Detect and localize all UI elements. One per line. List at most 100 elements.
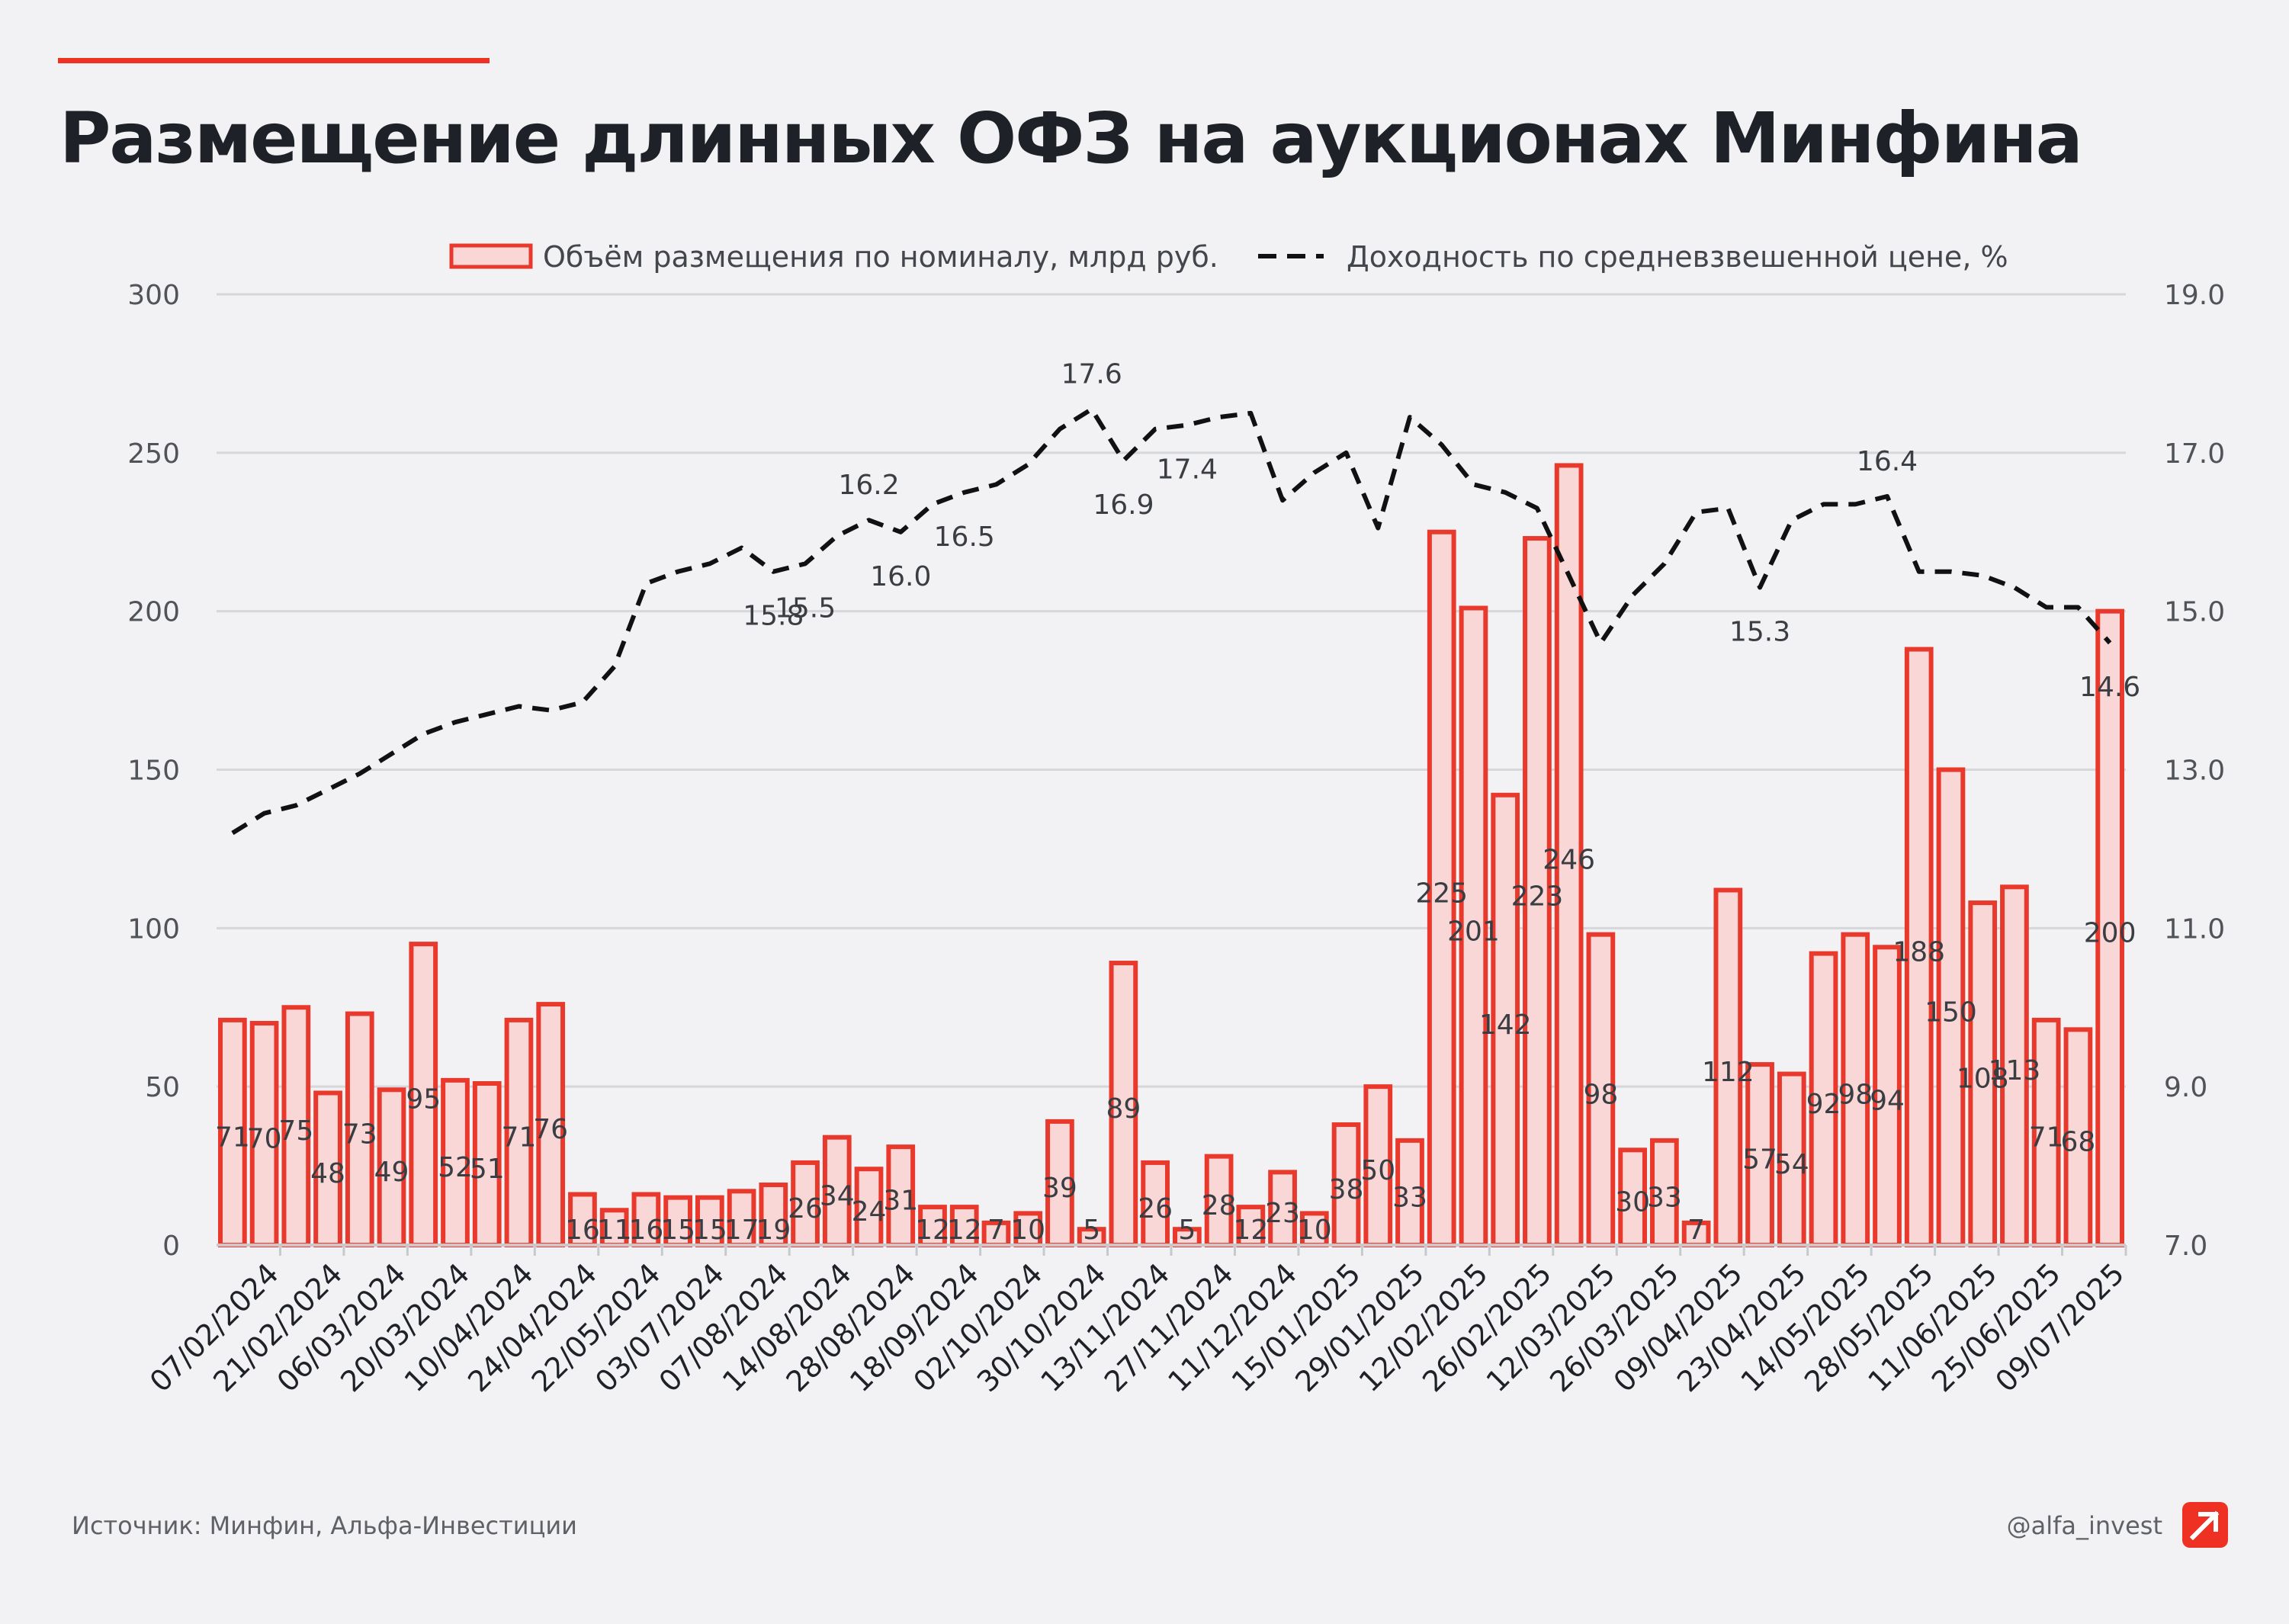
bar xyxy=(1045,1119,1074,1248)
bar-value-label: 16 xyxy=(628,1215,663,1246)
bar-value-label: 70 xyxy=(247,1124,282,1155)
bar-value-label: 112 xyxy=(1702,1057,1754,1088)
bar-value-label: 73 xyxy=(342,1119,377,1150)
bar xyxy=(281,1005,311,1247)
bar-value-label: 98 xyxy=(1838,1079,1873,1110)
bar-value-label: 15 xyxy=(660,1215,695,1246)
bar xyxy=(1395,1138,1424,1247)
bar-value-label: 223 xyxy=(1511,881,1564,913)
legend-label-line: Доходность по средневзвешенной цене, % xyxy=(1347,240,2008,274)
y-right-tick-label: 13.0 xyxy=(2164,756,2225,787)
accent-line xyxy=(58,58,490,63)
bar xyxy=(1968,900,1998,1247)
bar-value-label: 246 xyxy=(1543,845,1595,876)
y-right-tick-label: 19.0 xyxy=(2164,280,2225,311)
bar-labels: 7170754873499552517176161116151517192634… xyxy=(215,845,2137,1246)
source-note: Источник: Минфин, Альфа-Инвестиции xyxy=(72,1511,577,1540)
y-left-tick-label: 300 xyxy=(127,280,180,311)
bar-value-label: 89 xyxy=(1106,1093,1141,1125)
bar xyxy=(1841,932,1870,1247)
bar xyxy=(377,1087,406,1248)
bar-value-label: 33 xyxy=(1392,1182,1427,1213)
legend-swatch-bar xyxy=(449,243,533,269)
yield-value-label: 16.4 xyxy=(1857,446,1918,477)
bar xyxy=(791,1160,820,1247)
bar-value-label: 68 xyxy=(2060,1127,2095,1158)
y-left-tick-label: 50 xyxy=(145,1072,180,1103)
y-axis-left: 0 50 100 150 200 250 300 xyxy=(127,280,180,1262)
bar xyxy=(1745,1062,1774,1247)
bar-value-label: 51 xyxy=(470,1154,505,1185)
y-left-tick-label: 150 xyxy=(127,756,180,787)
bar-value-label: 98 xyxy=(1583,1079,1618,1110)
bar-value-label: 52 xyxy=(438,1152,473,1183)
bar-value-label: 75 xyxy=(278,1115,313,1147)
bar-value-label: 26 xyxy=(1138,1193,1173,1224)
bar-value-label: 225 xyxy=(1415,878,1468,909)
yield-value-label: 16.0 xyxy=(870,561,931,592)
bar xyxy=(1109,961,1138,1247)
bar xyxy=(1013,1211,1043,1248)
bar xyxy=(249,1021,279,1247)
bar-value-label: 5 xyxy=(1083,1215,1100,1246)
bar-value-label: 200 xyxy=(2084,917,2137,948)
bar-value-label: 17 xyxy=(724,1215,759,1246)
bar xyxy=(759,1183,788,1247)
bar-value-label: 10 xyxy=(1010,1215,1045,1246)
y-axis-right: 7.0 9.0 11.0 13.0 15.0 17.0 19.0 xyxy=(2164,280,2225,1262)
bar-value-label: 71 xyxy=(502,1122,537,1153)
yield-value-label: 17.6 xyxy=(1061,359,1122,390)
bar xyxy=(1523,536,1552,1247)
bar-value-label: 15 xyxy=(692,1215,727,1246)
bar-value-label: 201 xyxy=(1447,916,1500,947)
bar-value-label: 71 xyxy=(215,1122,250,1153)
bar-value-label: 54 xyxy=(1774,1149,1809,1180)
yield-value-label: 16.2 xyxy=(838,470,899,501)
bar-value-label: 7 xyxy=(987,1215,1005,1246)
bar xyxy=(663,1195,692,1248)
bar-value-label: 150 xyxy=(1925,997,1977,1028)
bar xyxy=(345,1011,374,1248)
bar-value-label: 7 xyxy=(1687,1215,1705,1246)
y-right-tick-label: 17.0 xyxy=(2164,438,2225,470)
bar xyxy=(1873,945,1902,1247)
y-left-tick-label: 250 xyxy=(127,438,180,470)
bar xyxy=(1681,1220,1711,1247)
bar-value-label: 95 xyxy=(406,1084,441,1115)
yield-value-label: 16.9 xyxy=(1093,489,1154,521)
line-labels: 15.815.5 16.2 16.016.5 17.6 16.917.4 15.3 16.4… xyxy=(743,359,2140,704)
yield-value-label: 16.5 xyxy=(934,522,995,553)
bar-value-label: 34 xyxy=(820,1180,855,1212)
bar-value-label: 12 xyxy=(1233,1215,1268,1246)
yield-value-label: 17.4 xyxy=(1157,454,1218,485)
y-left-tick-label: 0 xyxy=(162,1231,180,1262)
bar xyxy=(1936,767,1966,1247)
yield-line xyxy=(231,406,2112,836)
bar-value-label: 92 xyxy=(1806,1089,1841,1120)
bar-value-label: 94 xyxy=(1870,1086,1905,1117)
y-left-tick-label: 200 xyxy=(127,597,180,628)
alfa-arrow-logo-icon xyxy=(2182,1502,2228,1548)
bar-value-label: 188 xyxy=(1893,936,1945,968)
y-right-tick-label: 11.0 xyxy=(2164,913,2225,945)
y-right-tick-label: 15.0 xyxy=(2164,597,2225,628)
bar-value-label: 10 xyxy=(1297,1215,1332,1246)
bar-value-label: 11 xyxy=(597,1215,632,1246)
legend: Объём размещения по номиналу, млрд руб. … xyxy=(449,240,2008,274)
bar xyxy=(822,1135,852,1247)
y-right-tick-label: 9.0 xyxy=(2164,1072,2207,1103)
bar xyxy=(1554,463,1584,1247)
bar-value-label: 19 xyxy=(756,1215,791,1246)
social-handle[interactable]: @alfa_invest xyxy=(2006,1511,2162,1540)
grid xyxy=(217,293,2126,1088)
bar-value-label: 28 xyxy=(1202,1190,1237,1221)
bar-value-label: 12 xyxy=(947,1215,982,1246)
bar-value-label: 57 xyxy=(1742,1144,1777,1176)
bar-value-label: 33 xyxy=(1647,1182,1682,1213)
bar-value-label: 5 xyxy=(1178,1215,1196,1246)
yield-value-label: 15.5 xyxy=(775,592,836,624)
bar xyxy=(2000,884,2029,1247)
bar-value-label: 76 xyxy=(533,1114,568,1145)
yield-value-label: 15.3 xyxy=(1729,616,1790,647)
